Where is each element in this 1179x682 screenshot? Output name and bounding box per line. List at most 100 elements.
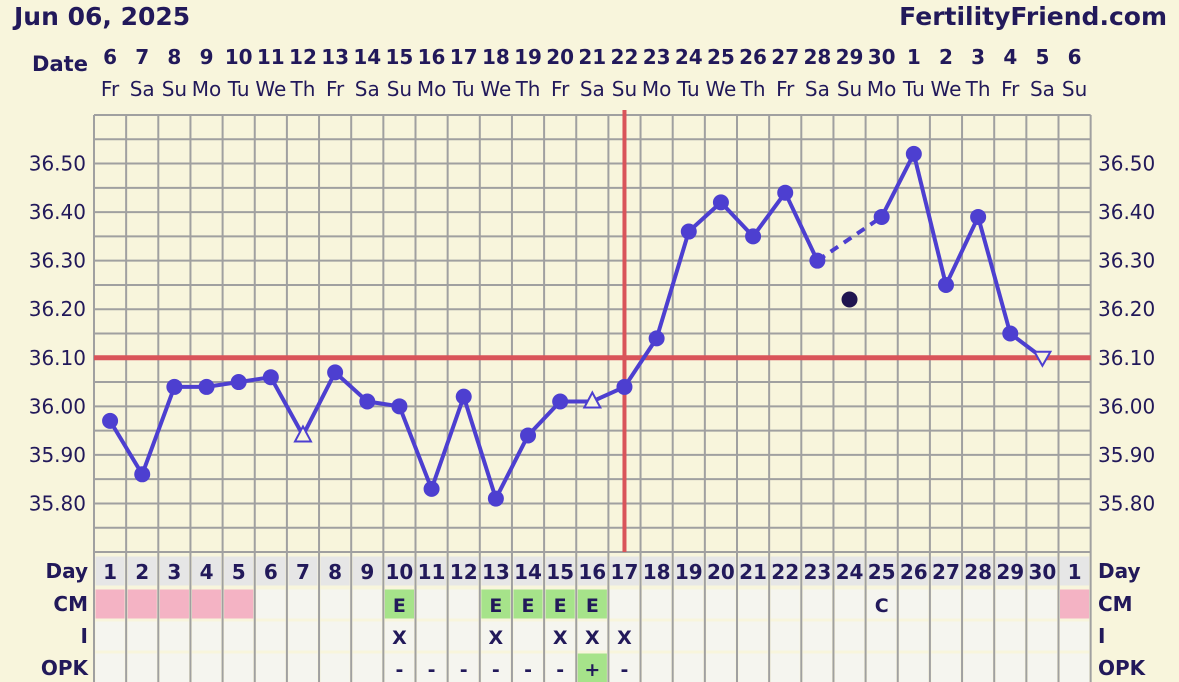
brand-logo[interactable]: FertilityFriend.com — [899, 2, 1167, 31]
date-number: 27 — [771, 45, 799, 69]
cell-i — [191, 621, 222, 651]
cell-opk — [770, 653, 800, 682]
date-number: 23 — [643, 45, 671, 69]
cell-day — [481, 556, 511, 586]
date-number: 29 — [836, 45, 864, 69]
row-label-i: I — [81, 624, 88, 648]
y-tick-right: 36.50 — [1098, 152, 1155, 176]
day-cell-text: 10 — [386, 560, 414, 584]
cell-cm — [706, 589, 736, 619]
weekday-label: Fr — [551, 77, 570, 101]
cell-i — [706, 621, 736, 651]
cell-cm — [642, 589, 672, 619]
y-tick-right: 36.30 — [1098, 249, 1155, 273]
cell-i — [384, 621, 414, 651]
row-label-cm-right: CM — [1098, 592, 1133, 616]
date-number: 18 — [482, 45, 510, 69]
temp-point — [1002, 325, 1019, 342]
temp-line-segment — [622, 337, 659, 389]
day-cell-text: 13 — [482, 560, 510, 584]
weekday-label: Tu — [677, 77, 700, 101]
cell-opk — [1060, 653, 1090, 682]
day-cell-text: 1 — [1068, 560, 1082, 584]
temp-line-segment — [911, 153, 948, 286]
cell-i — [449, 621, 479, 651]
row-label-day: Day — [45, 559, 88, 583]
weekday-label: Sa — [805, 77, 830, 101]
y-tick-right: 36.10 — [1098, 346, 1155, 370]
day-cell-text: 2 — [135, 560, 149, 584]
weekday-label: Su — [1062, 77, 1087, 101]
temp-point — [262, 369, 279, 386]
cell-day — [127, 556, 157, 586]
cell-cm — [417, 589, 447, 619]
weekday-label: We — [931, 77, 962, 101]
day-cell-text: 17 — [611, 560, 639, 584]
day-cell-text: 14 — [514, 560, 542, 584]
temp-point — [712, 194, 729, 211]
temp-line-segment — [461, 396, 498, 500]
date-number: 2 — [939, 45, 953, 69]
weekday-label: Fr — [101, 77, 120, 101]
weekday-label: We — [480, 77, 511, 101]
y-tick-left: 36.40 — [29, 200, 86, 224]
cell-opk — [513, 653, 543, 682]
temp-point — [552, 393, 569, 410]
cell-cm — [577, 589, 607, 619]
date-number: 28 — [803, 45, 831, 69]
day-cell-text: 11 — [418, 560, 446, 584]
cell-day — [449, 556, 479, 586]
temp-line-segment — [879, 152, 916, 218]
cell-cm — [352, 589, 382, 619]
cell-day — [802, 556, 832, 586]
y-tick-right: 35.90 — [1098, 443, 1155, 467]
date-number: 30 — [868, 45, 896, 69]
temp-point — [745, 228, 762, 245]
day-cell-text: 22 — [771, 560, 799, 584]
cell-cm — [95, 589, 125, 619]
cell-cm — [1060, 589, 1090, 619]
cell-cm — [867, 589, 897, 619]
weekday-label: Su — [162, 77, 187, 101]
cell-i — [674, 621, 704, 651]
date-number: 11 — [257, 45, 285, 69]
cell-opk — [545, 653, 575, 682]
temp-line-segment — [269, 376, 305, 437]
date-number: 17 — [450, 45, 478, 69]
temp-line-segment — [976, 216, 1013, 335]
weekday-label: Mo — [192, 77, 222, 101]
weekday-label: Fr — [776, 77, 795, 101]
cell-opk — [642, 653, 672, 682]
weekday-label: Sa — [355, 77, 380, 101]
weekday-label: Th — [740, 77, 766, 101]
cell-opk — [674, 653, 704, 682]
day-cell-text: 9 — [360, 560, 374, 584]
y-tick-right: 36.00 — [1098, 394, 1155, 418]
cell-opk — [95, 653, 125, 682]
weekday-label: Fr — [326, 77, 345, 101]
cell-opk — [384, 653, 414, 682]
opk-cell-text: - — [524, 659, 532, 681]
opk-cell-text: - — [621, 659, 629, 681]
date-number: 10 — [225, 45, 253, 69]
y-tick-left: 35.80 — [29, 491, 86, 515]
cell-day — [642, 556, 672, 586]
temp-point — [423, 480, 440, 497]
day-cell-text: 30 — [1029, 560, 1057, 584]
cm-cell-text: C — [875, 595, 889, 617]
cell-i — [352, 621, 382, 651]
cell-day — [674, 556, 704, 586]
temp-line-dashed — [816, 215, 883, 263]
date-number: 6 — [103, 45, 117, 69]
temp-point — [616, 378, 633, 395]
date-label: Date — [32, 52, 88, 76]
date-number: 6 — [1068, 45, 1082, 69]
cell-i — [256, 621, 286, 651]
cell-day — [770, 556, 800, 586]
date-number: 12 — [289, 45, 317, 69]
cell-day — [95, 556, 125, 586]
day-cell-text: 26 — [900, 560, 928, 584]
i-cell-text: X — [617, 627, 632, 649]
temp-point-discarded — [841, 291, 858, 308]
y-tick-left: 36.00 — [29, 394, 86, 418]
